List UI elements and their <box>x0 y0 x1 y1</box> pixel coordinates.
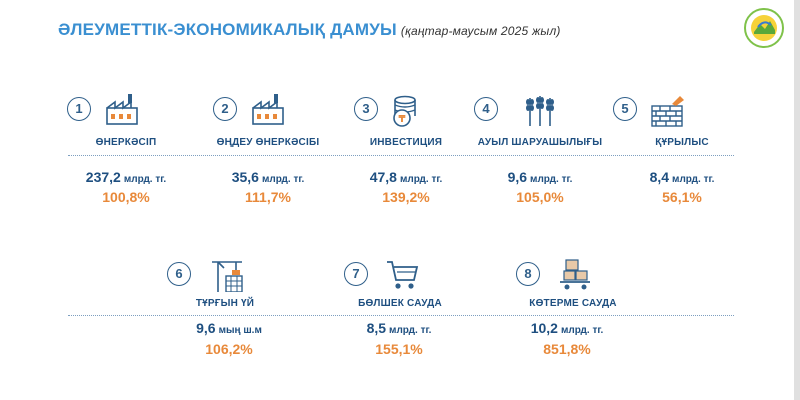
period-subtitle: (қаңтар-маусым 2025 жыл) <box>400 24 561 38</box>
row-1-divider <box>68 155 734 156</box>
indicator-3-value: 47,8 млрд. тг. <box>369 169 443 185</box>
indicator-1-label: ӨНЕРКӘСІП <box>95 137 157 148</box>
indicator-5-value: 8,4 млрд. тг. <box>649 169 715 185</box>
indicator-8-percent: 851,8% <box>543 341 591 357</box>
indicator-3-number: 3 <box>354 97 378 121</box>
indicator-4-number: 4 <box>474 97 498 121</box>
indicator-4-percent: 105,0% <box>516 189 564 205</box>
indicator-8-value: 10,2 млрд. тг. <box>530 320 604 336</box>
indicator-6-percent: 106,2% <box>205 341 253 357</box>
indicator-1-number: 1 <box>67 97 91 121</box>
indicator-2-number: 2 <box>213 97 237 121</box>
indicator-4-value: 9,6 млрд. тг. <box>507 169 573 185</box>
shopping-cart-icon <box>387 261 419 289</box>
indicator-2-percent: 111,7% <box>245 189 291 205</box>
indicator-7-value: 8,5 млрд. тг. <box>366 320 432 336</box>
indicator-2-value: 35,6 млрд. тг. <box>231 169 305 185</box>
title-text: ӘЛЕУМЕТТІК-ЭКОНОМИКАЛЫҚ ДАМУЫ <box>58 20 397 39</box>
indicator-3-percent: 139,2% <box>382 189 430 205</box>
warehouse-cart-icon <box>560 259 590 290</box>
brick-wall-icon <box>651 96 684 127</box>
emblem-logo <box>744 8 784 48</box>
indicator-8-label: КӨТЕРМЕ САУДА <box>529 298 617 309</box>
indicator-1-value: 237,2 млрд. тг. <box>85 169 167 185</box>
factory-icon <box>106 94 138 125</box>
indicator-6-number: 6 <box>167 262 191 286</box>
coins-icon: ₸ <box>393 95 416 127</box>
indicator-1-percent: 100,8% <box>102 189 150 205</box>
indicator-4-label: АУЫЛ ШАРУАШЫЛЫҒЫ <box>477 137 603 148</box>
indicator-7-label: БӨЛШЕК САУДА <box>358 298 442 309</box>
indicator-5-percent: 56,1% <box>662 189 702 205</box>
row-2-divider <box>68 315 734 316</box>
indicator-7-number: 7 <box>344 262 368 286</box>
indicator-8-number: 8 <box>516 262 540 286</box>
indicator-6-label: ТҰРҒЫН ҮЙ <box>195 298 255 309</box>
crane-building-icon <box>212 261 243 292</box>
indicator-7-percent: 155,1% <box>375 341 423 357</box>
indicator-3-label: ИНВЕСТИЦИЯ <box>369 137 443 148</box>
page-edge <box>794 0 800 400</box>
page-title: ӘЛЕУМЕТТІК-ЭКОНОМИКАЛЫҚ ДАМУЫ (қаңтар-мау… <box>58 20 561 40</box>
factory-icon <box>252 94 284 125</box>
wheat-icon <box>526 96 554 126</box>
indicator-5-label: ҚҰРЫЛЫС <box>655 137 709 148</box>
indicator-6-value: 9,6 мың ш.м <box>196 320 262 336</box>
indicator-2-label: ӨҢДЕУ ӨНЕРКӘСІБІ <box>216 137 320 148</box>
svg-text:₸: ₸ <box>399 114 406 125</box>
indicator-5-number: 5 <box>613 97 637 121</box>
